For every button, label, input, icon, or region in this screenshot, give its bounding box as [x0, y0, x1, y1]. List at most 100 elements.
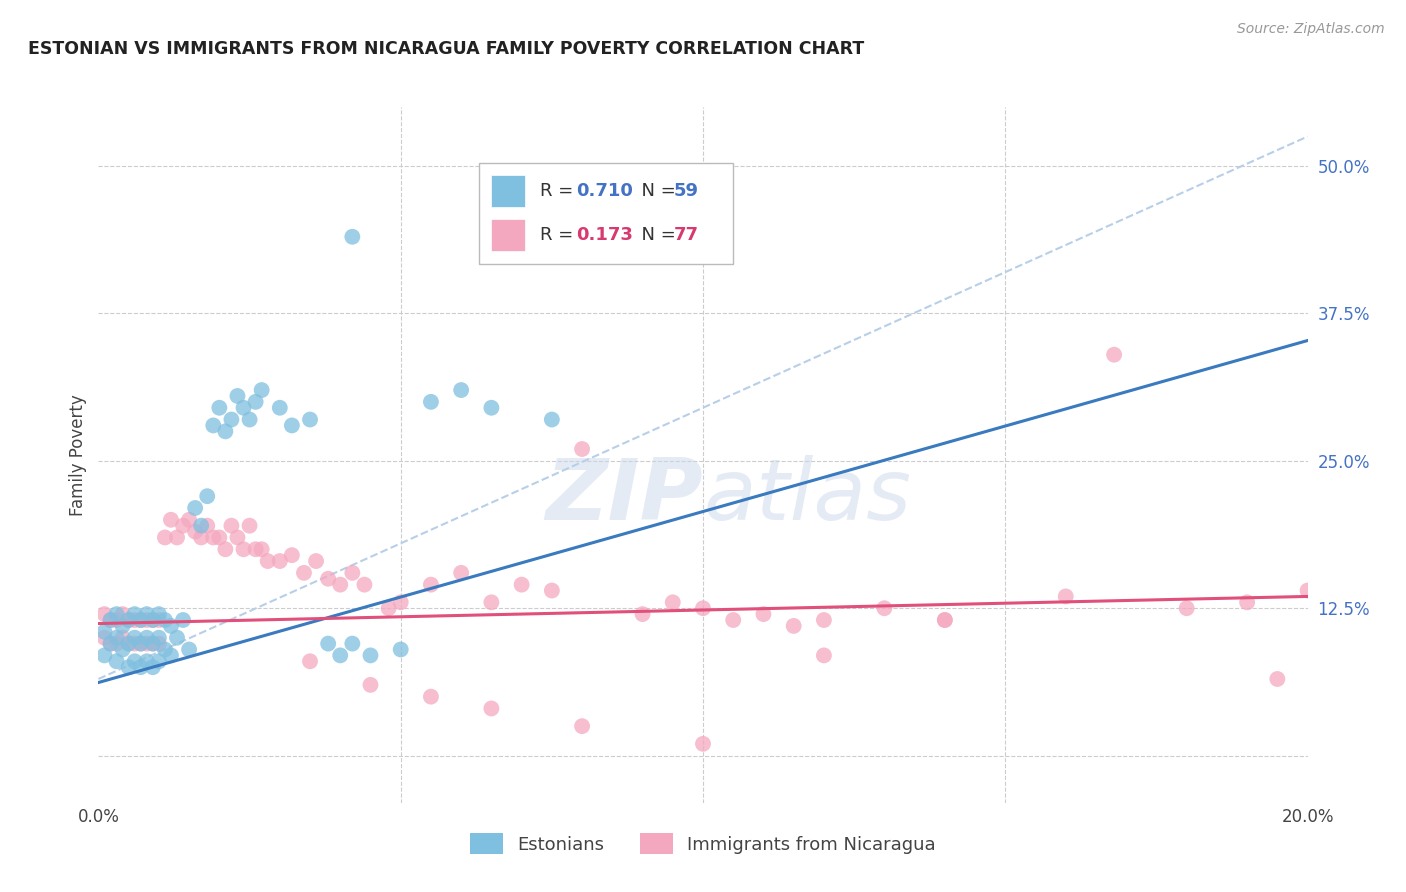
- Point: [135, 631, 157, 645]
- Point: [190, 531, 212, 545]
- Point: [105, 654, 128, 668]
- Point: [540, 583, 562, 598]
- Point: [202, 418, 225, 433]
- Point: [1175, 601, 1198, 615]
- Point: [100, 613, 122, 627]
- Y-axis label: Family Poverty: Family Poverty: [69, 394, 87, 516]
- Point: [153, 613, 176, 627]
- Point: [195, 489, 218, 503]
- Point: [179, 513, 201, 527]
- Point: [160, 513, 183, 527]
- Point: [172, 613, 194, 627]
- Point: [329, 648, 352, 663]
- Point: [450, 566, 472, 580]
- Point: [239, 518, 262, 533]
- Point: [124, 607, 146, 621]
- Point: [281, 418, 304, 433]
- Point: [571, 442, 593, 456]
- Point: [105, 607, 128, 621]
- Point: [118, 660, 141, 674]
- Point: [420, 395, 443, 409]
- Point: [239, 412, 262, 426]
- Point: [1296, 583, 1319, 598]
- Point: [226, 531, 249, 545]
- Point: [142, 637, 165, 651]
- Point: [135, 613, 157, 627]
- Point: [105, 631, 128, 645]
- Point: [783, 619, 806, 633]
- Point: [111, 631, 134, 645]
- FancyBboxPatch shape: [492, 175, 526, 207]
- Point: [723, 613, 745, 627]
- Point: [124, 631, 146, 645]
- Point: [360, 678, 382, 692]
- Point: [118, 637, 141, 651]
- Point: [353, 577, 375, 591]
- Point: [153, 642, 176, 657]
- Point: [148, 607, 170, 621]
- Point: [934, 613, 956, 627]
- Point: [813, 648, 835, 663]
- Point: [148, 613, 170, 627]
- Text: 0.710: 0.710: [576, 182, 633, 200]
- Point: [100, 637, 122, 651]
- Point: [195, 518, 218, 533]
- Point: [124, 654, 146, 668]
- Point: [208, 531, 231, 545]
- Point: [316, 637, 339, 651]
- Point: [129, 637, 152, 651]
- Point: [281, 548, 304, 562]
- Point: [540, 412, 562, 426]
- Text: R =: R =: [540, 226, 579, 244]
- Point: [129, 613, 152, 627]
- Point: [250, 383, 273, 397]
- Point: [256, 554, 278, 568]
- Point: [269, 554, 291, 568]
- Point: [100, 637, 122, 651]
- Point: [135, 637, 157, 651]
- Point: [316, 572, 339, 586]
- Point: [93, 648, 115, 663]
- Point: [214, 542, 236, 557]
- Point: [873, 601, 896, 615]
- Point: [184, 524, 207, 539]
- Point: [481, 401, 503, 415]
- Point: [420, 690, 443, 704]
- Point: [1236, 595, 1258, 609]
- Point: [389, 595, 412, 609]
- Point: [160, 619, 183, 633]
- Point: [142, 613, 165, 627]
- Point: [135, 607, 157, 621]
- Point: [510, 577, 533, 591]
- Text: 59: 59: [673, 182, 699, 200]
- Text: N =: N =: [630, 182, 682, 200]
- Point: [111, 642, 134, 657]
- Point: [202, 531, 225, 545]
- Point: [129, 637, 152, 651]
- Point: [481, 701, 503, 715]
- Point: [166, 531, 188, 545]
- Point: [160, 648, 183, 663]
- Point: [148, 637, 170, 651]
- Point: [377, 601, 399, 615]
- Point: [360, 648, 382, 663]
- Point: [250, 542, 273, 557]
- Point: [342, 637, 364, 651]
- Text: Source: ZipAtlas.com: Source: ZipAtlas.com: [1237, 22, 1385, 37]
- Point: [153, 531, 176, 545]
- Point: [232, 401, 254, 415]
- Point: [105, 637, 128, 651]
- Point: [208, 401, 231, 415]
- Point: [342, 566, 364, 580]
- Point: [124, 613, 146, 627]
- FancyBboxPatch shape: [492, 219, 526, 251]
- Text: N =: N =: [630, 226, 682, 244]
- Point: [631, 607, 654, 621]
- Point: [245, 542, 267, 557]
- Point: [389, 642, 412, 657]
- Point: [813, 613, 835, 627]
- Point: [305, 554, 328, 568]
- Point: [93, 607, 115, 621]
- Point: [221, 518, 243, 533]
- Point: [93, 624, 115, 639]
